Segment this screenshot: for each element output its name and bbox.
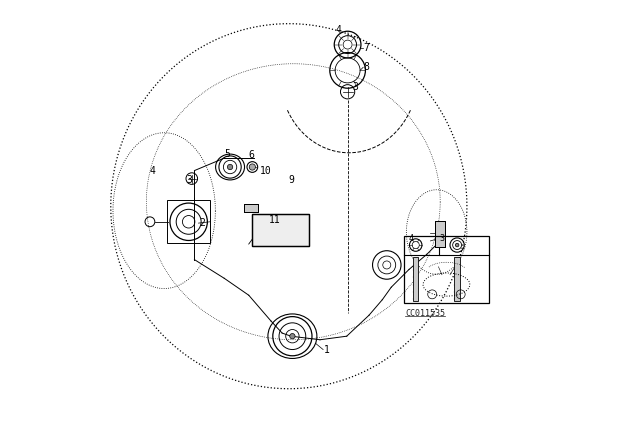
Bar [244, 203, 258, 211]
Text: 3: 3 [352, 82, 358, 92]
Text: 6: 6 [249, 150, 255, 160]
Bar [435, 221, 445, 247]
Bar [454, 258, 460, 301]
Text: 3: 3 [439, 234, 444, 243]
Bar [244, 203, 258, 211]
Text: 9: 9 [289, 175, 294, 185]
Text: 4: 4 [335, 26, 342, 35]
Text: 4: 4 [150, 167, 156, 177]
Bar [252, 214, 309, 246]
Bar [435, 221, 445, 247]
Bar [413, 258, 418, 301]
Circle shape [249, 164, 255, 170]
Text: 2: 2 [199, 218, 205, 228]
Text: 5: 5 [224, 149, 230, 159]
Bar [252, 214, 309, 246]
Circle shape [227, 164, 233, 170]
Circle shape [455, 243, 459, 247]
Circle shape [290, 333, 295, 339]
Text: 4: 4 [409, 234, 414, 243]
Text: 3: 3 [186, 175, 192, 185]
Bar [167, 200, 210, 243]
Text: 11: 11 [269, 215, 280, 225]
Text: 10: 10 [260, 166, 271, 176]
Text: CC011535: CC011535 [406, 309, 445, 318]
Text: 7: 7 [364, 43, 369, 53]
Bar [404, 236, 489, 303]
Text: 1: 1 [324, 345, 330, 354]
Text: 8: 8 [364, 62, 369, 72]
